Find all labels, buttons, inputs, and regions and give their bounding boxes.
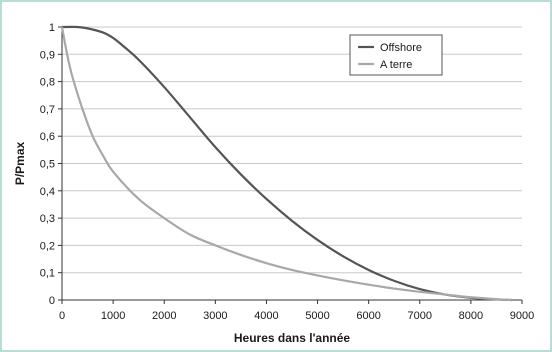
x-tick-label: 1000 xyxy=(101,310,125,322)
x-tick-label: 0 xyxy=(59,310,65,322)
y-tick-label: 0,4 xyxy=(40,186,55,198)
y-tick-label: 1 xyxy=(49,22,55,34)
x-tick-labels: 0 1000 2000 3000 4000 5000 6000 7000 8000 9000 xyxy=(59,310,534,322)
x-axis-label: Heures dans l'année xyxy=(234,331,351,345)
y-tick-labels: 0 0,1 0,2 0,3 0,4 0,5 0,6 0,7 0,8 0,9 1 xyxy=(40,22,55,307)
x-tick-label: 7000 xyxy=(408,310,432,322)
y-tick-label: 0,5 xyxy=(40,159,55,171)
y-tick-label: 0,2 xyxy=(40,240,55,252)
x-tick-label: 8000 xyxy=(459,310,483,322)
x-tick-label: 5000 xyxy=(305,310,329,322)
legend-label: A terre xyxy=(380,59,412,71)
y-tick-label: 0,6 xyxy=(40,131,55,143)
x-tick-label: 9000 xyxy=(510,310,534,322)
y-tick-label: 0 xyxy=(49,295,55,307)
grid-lines xyxy=(62,26,522,274)
axes xyxy=(58,26,523,304)
legend-label: Offshore xyxy=(380,42,422,54)
y-axis-label: P/Pmax xyxy=(13,141,27,185)
x-tick-label: 4000 xyxy=(254,310,278,322)
y-tick-label: 0,9 xyxy=(40,49,55,61)
legend: Offshore A terre xyxy=(349,34,443,76)
y-tick-label: 0,8 xyxy=(40,77,55,89)
y-tick-label: 0,1 xyxy=(40,268,55,280)
x-tick-label: 6000 xyxy=(356,310,380,322)
x-tick-label: 2000 xyxy=(152,310,176,322)
x-tick-label: 3000 xyxy=(203,310,227,322)
y-tick-label: 0,3 xyxy=(40,213,55,225)
legend-box xyxy=(349,34,443,76)
series-line-a-terre xyxy=(60,26,512,302)
series-lines xyxy=(60,25,512,302)
y-tick-label: 0,7 xyxy=(40,104,55,116)
